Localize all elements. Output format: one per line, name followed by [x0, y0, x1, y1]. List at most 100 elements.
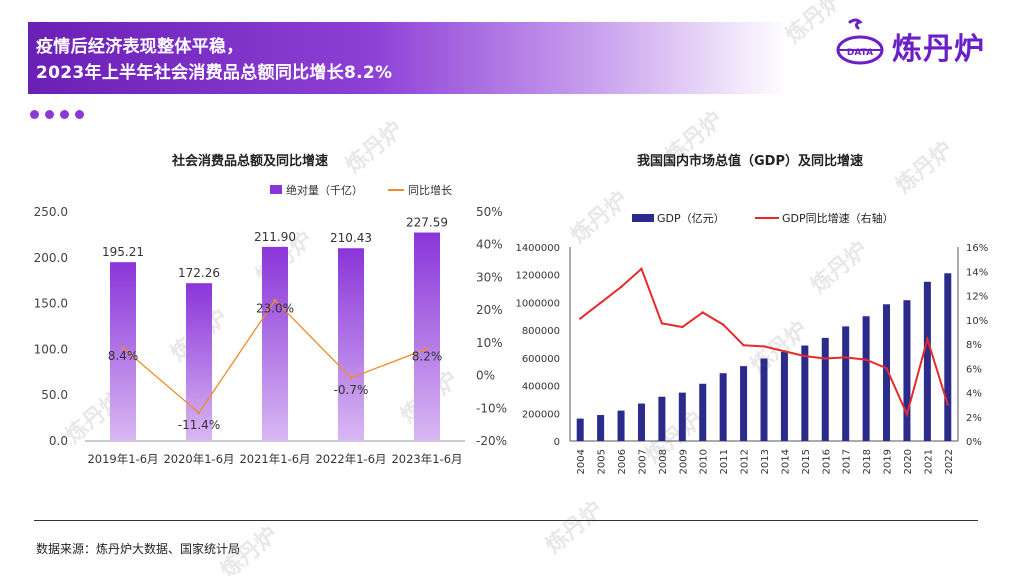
x-tick-label: 2007	[637, 449, 648, 474]
dot-icon	[60, 110, 69, 119]
x-tick-label: 2006	[617, 449, 628, 474]
gdp-growth-point	[599, 301, 602, 304]
bar	[186, 283, 212, 441]
y-left-tick-label: 200000	[522, 409, 560, 420]
growth-value-label: 23.0%	[256, 301, 294, 315]
gdp-growth-point	[681, 325, 684, 329]
y-left-tick-label: 50.0	[41, 388, 68, 402]
x-tick-label: 2023年1-6月	[391, 452, 462, 466]
watermark: 炼丹炉	[341, 117, 408, 179]
bar-value-label: 195.21	[102, 245, 144, 259]
y-right-tick-label: 0%	[966, 437, 982, 448]
y-right-tick-label: 8%	[966, 340, 982, 351]
y-right-tick-label: 30%	[476, 270, 503, 284]
gdp-bar	[780, 351, 788, 441]
page-title-line2: 2023年上半年社会消费品总额同比增长8.2%	[36, 63, 393, 83]
y-left-tick-label: 1000000	[515, 298, 560, 309]
y-right-tick-label: 20%	[476, 303, 503, 317]
title-banner: 疫情后经济表现整体平稳， 2023年上半年社会消费品总额同比增长8.2%	[28, 22, 788, 94]
gdp-bar	[678, 392, 686, 441]
y-left-tick-label: 150.0	[34, 297, 68, 311]
gdp-growth-point	[783, 350, 786, 353]
growth-point	[349, 376, 353, 380]
growth-point	[425, 347, 429, 351]
y-right-tick-label: 14%	[966, 267, 988, 278]
y-right-tick-label: -20%	[476, 434, 507, 448]
gdp-bar	[617, 410, 625, 441]
x-tick-label: 2019年1-6月	[87, 452, 158, 466]
bar	[262, 246, 288, 441]
x-tick-label: 2008	[658, 449, 669, 474]
logo-icon: DATA	[836, 18, 884, 65]
gdp-growth-point	[762, 345, 766, 348]
gdp-bar	[719, 373, 727, 441]
y-left-tick-label: 250.0	[34, 205, 68, 219]
growth-point	[121, 346, 125, 350]
data-source-note: 数据来源：炼丹炉大数据、国家统计局	[36, 542, 241, 556]
x-tick-label: 2013	[760, 449, 771, 474]
gdp-growth-point	[844, 356, 847, 359]
legend-swatch-gdp	[632, 214, 654, 222]
y-left-tick-label: 0.0	[49, 434, 68, 448]
y-left-tick-label: 100.0	[34, 342, 68, 356]
y-left-tick-label: 200.0	[34, 251, 68, 265]
legend-label-line: 同比增长	[408, 183, 452, 197]
x-tick-label: 2018	[862, 449, 873, 474]
x-tick-label: 2004	[576, 449, 587, 474]
gdp-growth-point	[640, 267, 643, 271]
y-right-tick-label: 4%	[966, 389, 982, 400]
gdp-bar	[760, 358, 768, 441]
gdp-bar	[576, 418, 584, 441]
x-tick-label: 2019	[883, 449, 894, 474]
x-tick-label: 2020年1-6月	[163, 452, 234, 466]
y-right-tick-label: -10%	[476, 401, 507, 415]
y-right-tick-label: 40%	[476, 238, 503, 252]
gdp-growth-point	[619, 285, 623, 289]
gdp-bar	[597, 415, 605, 441]
legend-label-bar: 绝对量（千亿）	[286, 183, 363, 197]
gdp-bar	[699, 383, 707, 441]
x-tick-label: 2012	[740, 449, 751, 474]
gdp-growth-point	[579, 317, 582, 320]
y-left-tick-label: 0	[554, 437, 560, 448]
chart1-consumer-goods: 绝对量（千亿） 同比增长 0.0 50.0 100.0 150.0 200.0 250.0 -2…	[34, 183, 507, 466]
legend-label-growth: GDP同比增速（右轴）	[782, 211, 894, 225]
x-tick-label: 2020	[903, 449, 914, 474]
chart2-title: 我国国内市场总值（GDP）及同比增速	[637, 154, 863, 169]
x-tick-label: 2015	[801, 449, 812, 474]
bar-value-label: 210.43	[330, 231, 372, 245]
gdp-growth-point	[701, 311, 704, 314]
chart2-gdp: GDP（亿元） GDP同比增速（右轴） 0 200000 400000 600000 800…	[515, 211, 988, 474]
bar-value-label: 172.26	[178, 266, 220, 280]
growth-value-label: -0.7%	[334, 383, 369, 397]
y-left-tick-label: 1200000	[515, 271, 560, 282]
y-right-tick-label: 16%	[966, 243, 988, 254]
y-right-tick-label: 50%	[476, 205, 503, 219]
x-tick-label: 2005	[597, 449, 608, 474]
y-left-tick-label: 1400000	[515, 243, 560, 254]
legend-swatch-bar	[270, 185, 282, 194]
bar	[338, 248, 364, 441]
gdp-growth-point	[885, 367, 888, 370]
chart1-title: 社会消费品总额及同比增速	[171, 154, 328, 169]
gdp-growth-point	[660, 322, 664, 325]
y-left-tick-label: 400000	[522, 382, 560, 393]
x-tick-label: 2021年1-6月	[239, 452, 310, 466]
y-right-tick-label: 6%	[966, 364, 982, 375]
bar-value-label: 227.59	[406, 216, 448, 230]
bar	[110, 262, 136, 441]
legend-label-gdp: GDP（亿元）	[657, 212, 725, 225]
gdp-bar	[944, 273, 952, 441]
brand-logo: DATA 炼丹炉	[832, 16, 1012, 68]
gdp-growth-point	[721, 323, 725, 326]
gdp-bar	[801, 345, 809, 441]
gdp-bar	[637, 403, 645, 441]
logo-name: 炼丹炉	[892, 32, 985, 67]
bar-value-label: 211.90	[254, 230, 296, 244]
page-title-line1: 疫情后经济表现整体平稳，	[36, 37, 244, 57]
gdp-growth-point	[946, 403, 949, 406]
y-left-tick-label: 800000	[522, 326, 560, 337]
x-tick-label: 2022年1-6月	[315, 452, 386, 466]
growth-value-label: 8.2%	[412, 350, 443, 364]
dot-icon	[45, 110, 54, 119]
